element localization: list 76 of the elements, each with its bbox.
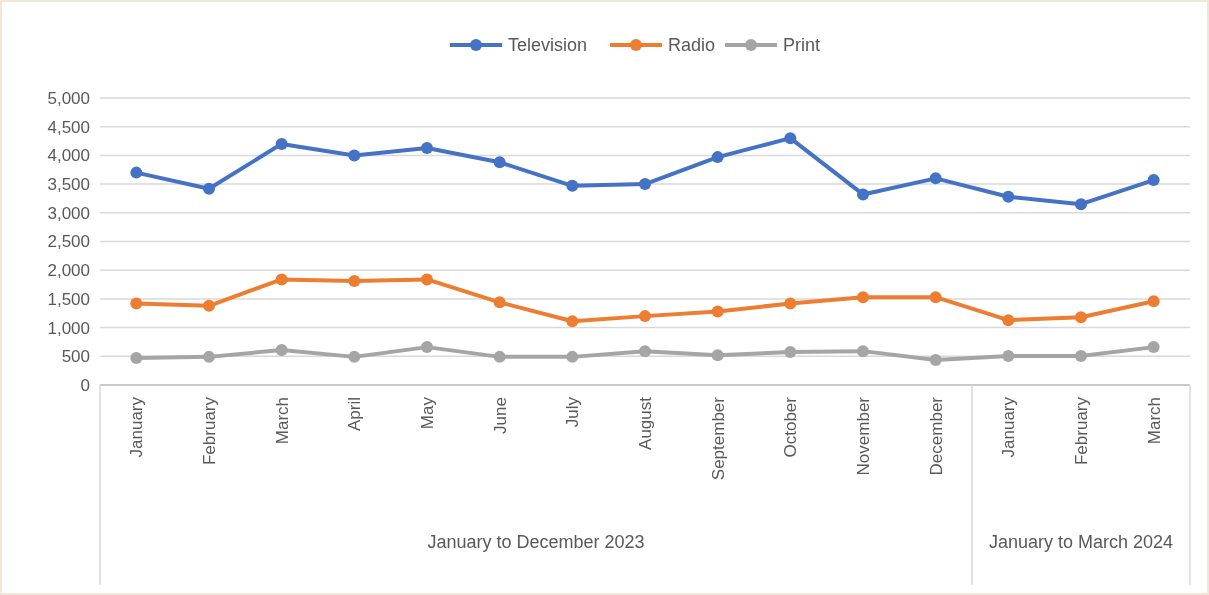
- point: [566, 350, 579, 363]
- x-tick-label: September: [708, 396, 728, 481]
- x-tick-label: March: [1144, 397, 1164, 445]
- y-tick-label: 4,500: [47, 117, 90, 137]
- point: [711, 349, 724, 362]
- point: [493, 156, 506, 169]
- y-tick-label: 3,000: [47, 203, 90, 223]
- point: [348, 275, 361, 288]
- point: [1147, 341, 1160, 354]
- point: [566, 315, 579, 328]
- y-tick-label: 500: [61, 347, 90, 367]
- x-tick-label: May: [418, 396, 437, 430]
- x-tick-label: December: [926, 396, 946, 476]
- legend-label: Print: [783, 35, 821, 56]
- point: [130, 297, 143, 310]
- point: [203, 299, 215, 312]
- point: [1002, 314, 1015, 327]
- point: [203, 182, 215, 195]
- point: [275, 343, 288, 356]
- point: [1147, 295, 1160, 308]
- point: [421, 141, 433, 154]
- x-tick-label: July: [563, 396, 583, 428]
- point: [421, 341, 433, 354]
- point: [203, 350, 215, 363]
- point: [421, 273, 433, 286]
- point: [566, 179, 579, 192]
- legend-label: Television: [508, 35, 588, 56]
- point: [784, 346, 797, 358]
- point: [857, 188, 869, 201]
- point: [130, 166, 143, 179]
- legend-label: Radio: [668, 35, 716, 56]
- x-tick-label: February: [1072, 396, 1091, 466]
- y-tick-label: 2,500: [47, 232, 90, 252]
- x-tick-label: August: [636, 396, 655, 450]
- point: [639, 310, 651, 323]
- x-tick-label: March: [272, 397, 292, 445]
- y-tick-label: 0: [80, 375, 90, 395]
- point: [929, 354, 942, 367]
- x-tick-label: October: [781, 396, 801, 458]
- point: [493, 296, 506, 309]
- point: [1002, 350, 1015, 363]
- point: [348, 149, 361, 162]
- point: [275, 137, 288, 150]
- point: [1002, 190, 1015, 203]
- point: [275, 273, 288, 286]
- point: [857, 345, 869, 358]
- point: [1075, 350, 1087, 363]
- text: January to December 2023: [427, 532, 645, 552]
- point: [639, 345, 651, 358]
- x-tick-label: April: [345, 397, 365, 432]
- point: [857, 291, 869, 304]
- x-tick-label: November: [854, 396, 873, 476]
- x-tick-label: February: [200, 396, 219, 466]
- x-tick-label: January: [127, 396, 147, 458]
- point: [929, 291, 942, 304]
- y-tick-label: 2,000: [47, 261, 90, 281]
- y-tick-label: 1,500: [47, 289, 90, 309]
- point: [1147, 174, 1160, 187]
- text: January to March 2024: [988, 532, 1174, 552]
- y-tick-label: 3,500: [47, 175, 90, 195]
- x-tick-label: January: [999, 396, 1019, 458]
- point: [639, 178, 651, 191]
- point: [1075, 311, 1087, 324]
- point: [784, 297, 797, 310]
- point: [711, 151, 724, 164]
- y-tick-label: 5,000: [47, 88, 90, 108]
- x-tick-label: June: [490, 397, 510, 434]
- y-tick-label: 4,000: [47, 146, 90, 166]
- point: [130, 352, 143, 365]
- point: [784, 132, 797, 145]
- point: [348, 350, 361, 363]
- point: [1075, 198, 1087, 211]
- y-tick-label: 1,000: [47, 318, 90, 338]
- point: [929, 172, 942, 185]
- point: [493, 350, 506, 363]
- point: [711, 305, 724, 318]
